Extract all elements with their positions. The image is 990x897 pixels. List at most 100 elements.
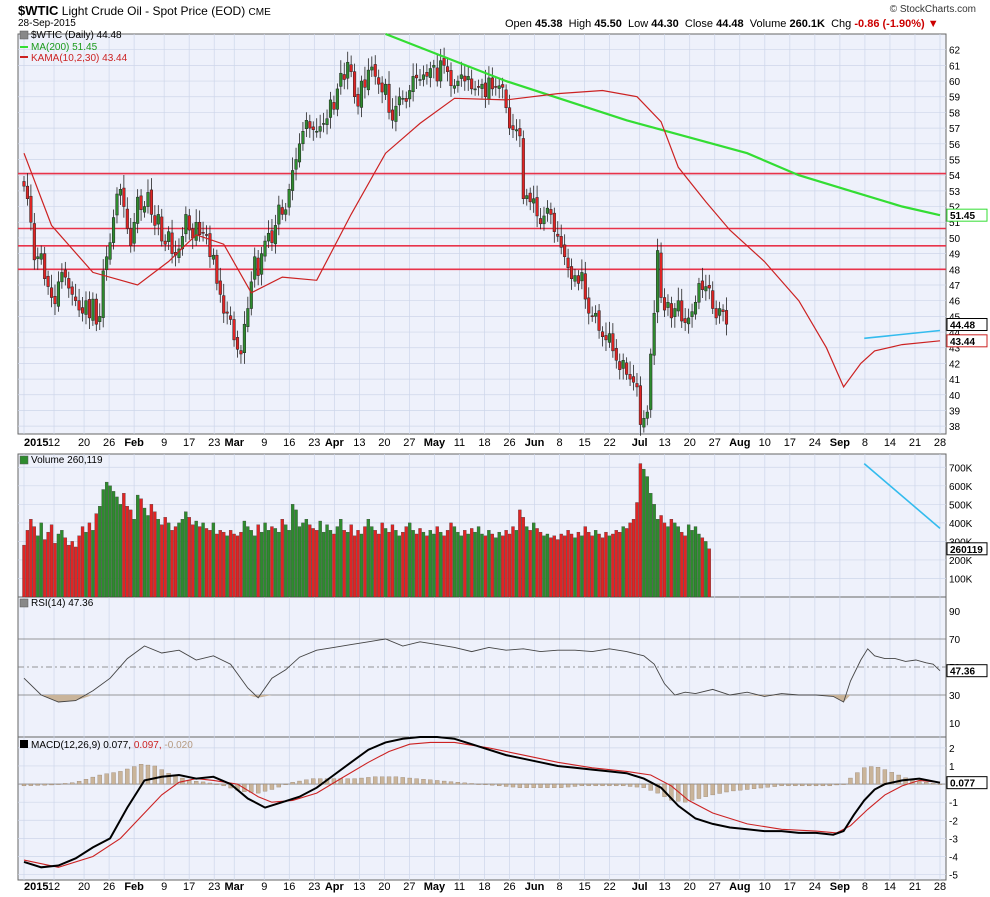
- volume-bar: [308, 524, 312, 598]
- volume-bar: [466, 533, 470, 598]
- volume-bar: [63, 537, 67, 598]
- candle-body: [404, 98, 408, 102]
- volume-bar: [242, 520, 247, 598]
- macd-histogram-bar: [21, 783, 27, 787]
- volume-bar: [576, 531, 581, 598]
- macd-histogram-bar: [373, 776, 378, 785]
- volume-bar: [191, 524, 195, 598]
- volume-bar: [311, 528, 315, 598]
- candle-body: [693, 301, 698, 315]
- x-tick-label-top: 26: [503, 437, 515, 449]
- x-tick-label-top: 9: [261, 437, 267, 449]
- macd-histogram-bar: [104, 773, 109, 785]
- volume-bar: [60, 530, 64, 598]
- macd-histogram-bar: [703, 783, 708, 797]
- volume-bar: [294, 509, 298, 598]
- candle-body: [328, 99, 333, 118]
- volume-bar: [142, 507, 147, 598]
- x-tick-label-bottom: 28: [934, 881, 946, 893]
- x-tick-label-top: 18: [478, 437, 490, 449]
- macd-histogram-bar: [868, 766, 874, 785]
- candle-body: [652, 312, 656, 356]
- macd-histogram-bar: [572, 783, 578, 787]
- candle-body: [600, 331, 605, 337]
- candle-body: [625, 362, 629, 375]
- price-y-tick: 38: [949, 422, 961, 433]
- candle-body: [184, 214, 188, 235]
- macd-histogram-bar: [490, 783, 495, 786]
- volume-bar: [215, 533, 219, 598]
- volume-bar: [587, 531, 591, 598]
- x-tick-label-top: 9: [161, 437, 167, 449]
- macd-histogram-bar: [276, 783, 281, 788]
- volume-bar: [552, 535, 556, 598]
- volume-bar: [397, 535, 402, 598]
- macd-histogram-bar: [469, 783, 474, 785]
- macd-histogram-bar: [400, 777, 405, 785]
- macd-histogram-bar: [455, 782, 461, 785]
- candle-body: [77, 300, 81, 311]
- volume-y-tick: 400K: [949, 519, 973, 530]
- candle-body: [80, 307, 85, 314]
- candle-body: [36, 256, 40, 259]
- candle-body: [435, 67, 439, 82]
- x-tick-label-bottom: 9: [261, 881, 267, 893]
- volume-bar: [170, 530, 174, 598]
- candle-body: [621, 360, 625, 369]
- volume-bar: [53, 543, 57, 598]
- price-y-tick: 57: [949, 124, 961, 135]
- volume-bar: [187, 517, 191, 598]
- macd-histogram-bar: [200, 781, 206, 785]
- macd-histogram-bar: [510, 783, 516, 788]
- volume-bar: [404, 526, 408, 598]
- x-tick-label-bottom: Mar: [224, 881, 244, 893]
- x-tick-label-bottom: 23: [208, 881, 220, 893]
- candle-body: [408, 90, 412, 100]
- volume-bar: [456, 531, 460, 598]
- x-tick-label-top: 11: [454, 437, 465, 449]
- volume-bar: [346, 531, 350, 598]
- volume-bar: [80, 526, 85, 598]
- volume-bar: [153, 511, 157, 598]
- volume-bar: [56, 533, 61, 598]
- candle-body: [377, 77, 381, 85]
- volume-bar: [36, 535, 40, 598]
- macd-histogram-bar: [882, 769, 888, 785]
- macd-histogram-bar: [125, 768, 130, 785]
- macd-histogram-bar: [297, 780, 302, 785]
- x-tick-label-top: 27: [403, 437, 415, 449]
- kama-value-tag-bg: [946, 334, 988, 348]
- volume-bar: [421, 531, 426, 598]
- volume-bar: [87, 522, 92, 598]
- price-y-tick: 49: [949, 250, 961, 261]
- candle-body: [101, 270, 105, 318]
- candle-body: [700, 280, 704, 290]
- macd-histogram-bar: [710, 783, 715, 796]
- volume-bar: [666, 526, 670, 598]
- legend-macd-signal: 0.097,: [134, 740, 165, 751]
- volume-bar: [49, 524, 54, 598]
- candle-body: [483, 82, 487, 97]
- candle-body: [411, 76, 415, 92]
- macd-histogram-bar: [441, 780, 447, 785]
- x-tick-label-bottom: 18: [478, 881, 490, 893]
- rsi-oversold-fill: [24, 695, 940, 702]
- volume-bar: [642, 468, 646, 598]
- x-tick-label-bottom: 20: [684, 881, 696, 893]
- kama-value-tag: 43.44: [950, 337, 975, 348]
- candle-body: [32, 223, 36, 261]
- volume-bar: [321, 531, 326, 598]
- volume-bar: [194, 520, 198, 598]
- x-tick-label-bottom: 24: [809, 881, 821, 893]
- volume-bar: [704, 541, 708, 598]
- price-y-tick: 44: [949, 328, 961, 339]
- volume-bar: [277, 531, 281, 598]
- candle-body: [194, 221, 198, 241]
- volume-bar: [91, 530, 95, 598]
- macd-histogram-bar: [345, 778, 350, 785]
- candle-body: [638, 385, 642, 425]
- x-tick-label-top: 21: [909, 437, 921, 449]
- volume-bar: [659, 515, 663, 598]
- candle-body: [594, 312, 598, 317]
- macd-histogram-bar: [421, 779, 426, 785]
